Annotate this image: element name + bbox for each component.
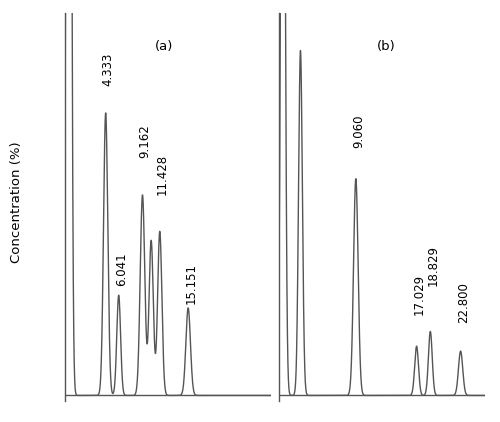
- Text: 15.151: 15.151: [184, 263, 198, 304]
- Text: 9.162: 9.162: [138, 125, 151, 159]
- Text: 22.800: 22.800: [457, 281, 470, 322]
- Text: (b): (b): [377, 40, 396, 53]
- Text: (a): (a): [154, 40, 173, 53]
- Text: 6.041: 6.041: [115, 252, 128, 286]
- Text: 4.333: 4.333: [102, 52, 115, 86]
- Text: 9.060: 9.060: [352, 114, 365, 148]
- Text: Concentration (%): Concentration (%): [10, 142, 23, 263]
- Text: 18.829: 18.829: [426, 245, 440, 286]
- Text: 11.428: 11.428: [156, 154, 169, 195]
- Text: 17.029: 17.029: [413, 274, 426, 315]
